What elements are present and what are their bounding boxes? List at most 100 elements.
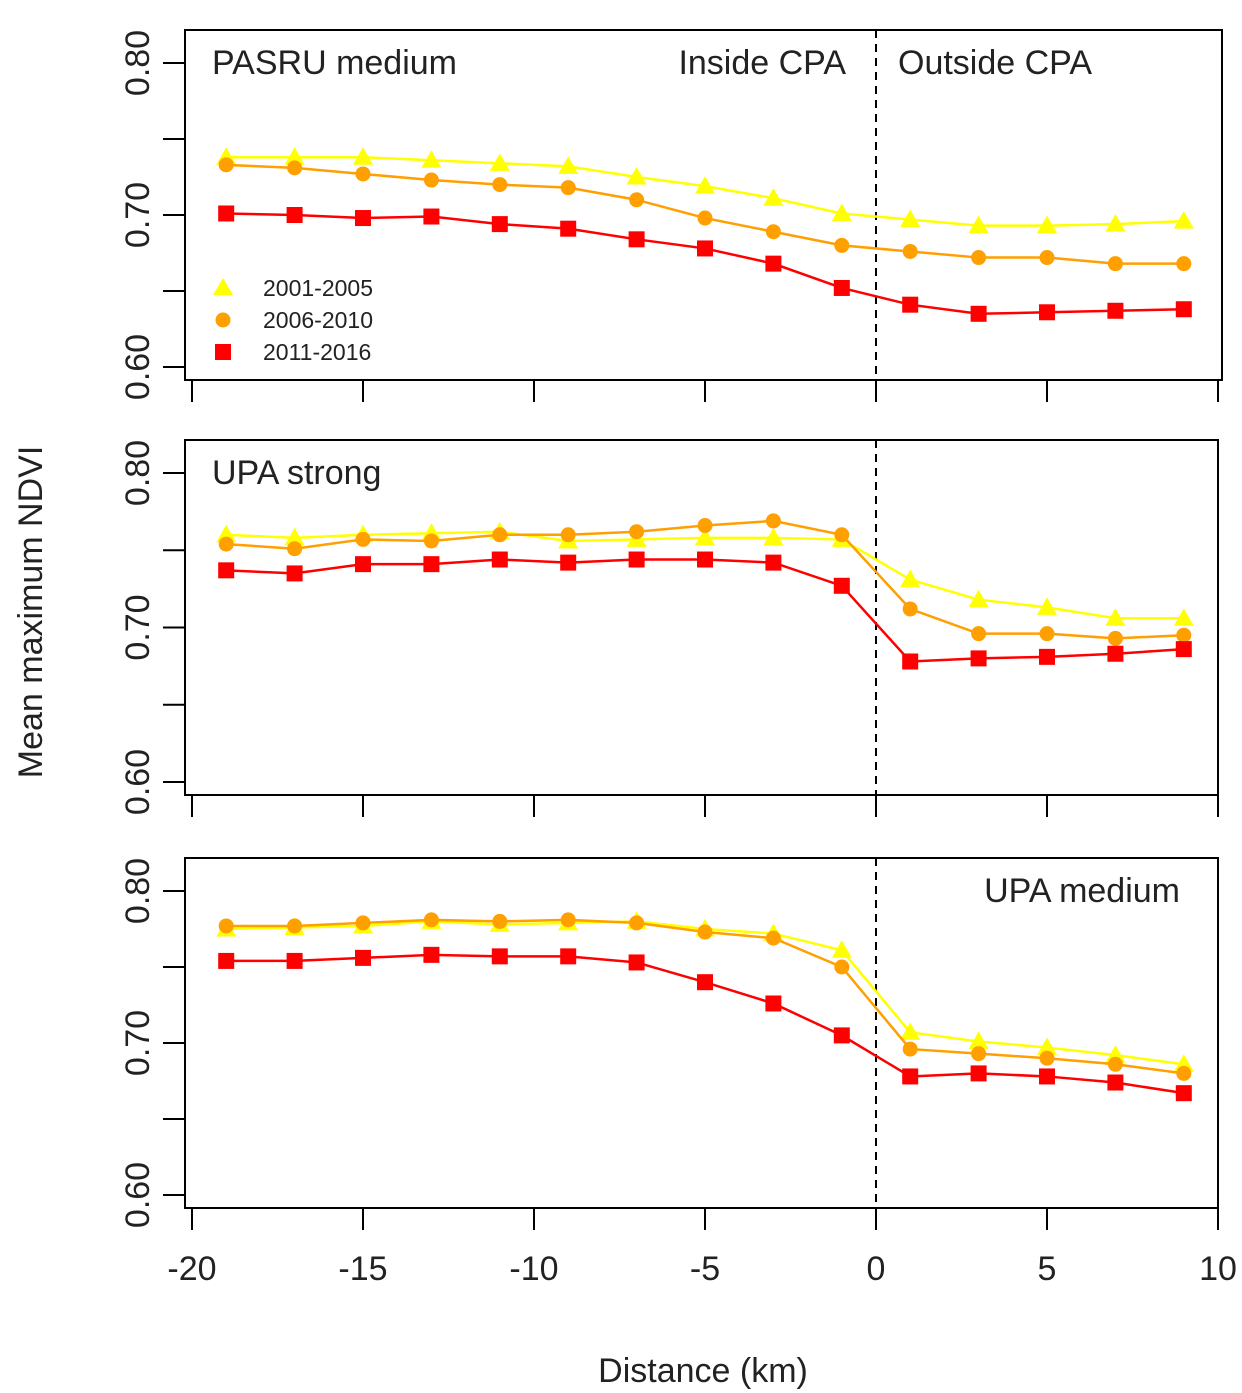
data-point-2011-2016: [423, 208, 440, 225]
data-point-2006-2010: [971, 1046, 987, 1062]
data-point-2006-2010: [287, 541, 303, 557]
data-point-2011-2016: [560, 220, 577, 237]
data-point-2001-2005: [216, 524, 237, 543]
series-line-2001-2005: [226, 920, 1184, 1066]
legend-entry: 2011-2016: [263, 339, 371, 365]
data-point-2011-2016: [491, 551, 508, 568]
data-point-2006-2010: [1039, 626, 1055, 642]
data-point-2001-2005: [695, 176, 715, 194]
data-point-2006-2010: [1176, 627, 1192, 643]
y-axis-title: Mean maximum NDVI: [12, 446, 50, 779]
data-point-2006-2010: [423, 172, 439, 188]
data-point-2011-2016: [1107, 1074, 1124, 1091]
data-point-2011-2016: [902, 296, 919, 313]
data-point-2011-2016: [355, 949, 371, 966]
y-tick-label: 0.80: [119, 30, 157, 96]
data-point-2001-2005: [831, 203, 852, 221]
data-point-2006-2010: [834, 959, 850, 975]
data-point-2001-2005: [1037, 597, 1057, 615]
data-point-2006-2010: [629, 915, 645, 931]
data-point-2011-2016: [833, 577, 850, 594]
data-point-2006-2010: [697, 210, 713, 226]
data-point-2011-2016: [833, 1027, 850, 1044]
panel-label: UPA medium: [984, 872, 1180, 910]
data-point-2006-2010: [355, 915, 371, 931]
data-point-2001-2005: [626, 167, 647, 185]
legend-marker-square: [215, 344, 231, 360]
panel-label: PASRU medium: [212, 44, 457, 82]
data-point-2011-2016: [1107, 645, 1124, 662]
data-point-2011-2016: [1039, 1068, 1055, 1085]
x-tick-label: -5: [690, 1250, 720, 1288]
plot-frame: [184, 29, 1223, 381]
data-point-2006-2010: [1107, 256, 1123, 272]
data-point-2001-2005: [763, 527, 784, 546]
panel-2: 0.60 0.70 0.80 UPA strong: [119, 439, 1219, 817]
data-point-2011-2016: [970, 1065, 987, 1082]
data-point-2006-2010: [1107, 630, 1123, 646]
data-point-2006-2010: [629, 524, 645, 540]
data-point-2001-2005: [900, 209, 921, 228]
data-point-2011-2016: [902, 1068, 919, 1085]
y-tick-label: 0.80: [119, 440, 157, 506]
y-tick-label: 0.60: [119, 1162, 157, 1228]
data-point-2001-2005: [695, 527, 715, 546]
panel-3: 0.60 0.70 0.80 -20 -15 -10 -5 0 5 10 UPA medium: [119, 857, 1237, 1288]
data-point-2006-2010: [287, 918, 303, 934]
data-point-2011-2016: [1039, 304, 1055, 321]
data-point-2006-2010: [765, 513, 781, 529]
data-point-2001-2005: [1037, 215, 1057, 234]
data-point-2011-2016: [833, 279, 850, 296]
legend-marker-triangle: [213, 278, 233, 295]
x-tick-label: -20: [167, 1250, 216, 1288]
y-tick-label: 0.60: [119, 334, 157, 400]
data-point-2011-2016: [218, 562, 235, 579]
data-point-2006-2010: [423, 533, 439, 549]
plot-frame: [184, 857, 1219, 1209]
data-point-2011-2016: [491, 216, 508, 233]
data-point-2011-2016: [1175, 1085, 1192, 1102]
data-point-2001-2005: [900, 569, 921, 588]
data-point-2011-2016: [1175, 301, 1192, 318]
data-point-2011-2016: [218, 952, 235, 969]
data-point-2011-2016: [286, 207, 303, 223]
data-point-2006-2010: [1176, 256, 1192, 272]
x-tick-label: -15: [338, 1250, 387, 1288]
data-point-2011-2016: [697, 551, 713, 568]
data-point-2011-2016: [628, 954, 645, 971]
data-point-2006-2010: [697, 924, 713, 940]
data-point-2001-2005: [489, 153, 510, 171]
x-tick-label: 5: [1038, 1250, 1057, 1288]
data-point-2011-2016: [765, 995, 782, 1012]
legend-entry: 2001-2005: [263, 275, 373, 301]
data-point-2006-2010: [1039, 250, 1055, 266]
data-point-2006-2010: [560, 180, 576, 196]
data-point-2001-2005: [900, 1022, 921, 1040]
data-point-2006-2010: [218, 536, 234, 552]
data-point-2006-2010: [218, 157, 234, 173]
panels-group: 0.60 0.70 0.80 PASRU medium Inside CPA Outsid…: [119, 29, 1237, 1288]
data-point-2001-2005: [1173, 608, 1194, 626]
data-point-2011-2016: [902, 653, 919, 670]
data-point-2006-2010: [492, 913, 508, 929]
data-point-2001-2005: [558, 156, 579, 174]
data-point-2001-2005: [284, 527, 305, 546]
data-point-2001-2005: [1105, 1045, 1126, 1063]
data-point-2006-2010: [560, 527, 576, 543]
data-point-2011-2016: [560, 554, 577, 571]
data-point-2011-2016: [286, 565, 303, 582]
data-point-2001-2005: [1173, 1054, 1194, 1072]
x-tick-label: 0: [867, 1250, 886, 1288]
inside-cpa-label: Inside CPA: [678, 44, 846, 82]
data-point-2011-2016: [423, 946, 440, 963]
outside-cpa-label: Outside CPA: [898, 44, 1092, 82]
y-tick-label: 0.80: [119, 858, 157, 924]
panel-label: UPA strong: [212, 454, 381, 492]
data-point-2011-2016: [765, 255, 782, 272]
data-point-2001-2005: [1105, 608, 1126, 626]
y-tick-label: 0.70: [119, 182, 157, 248]
data-point-2006-2010: [834, 527, 850, 543]
y-tick-label: 0.70: [119, 594, 157, 660]
data-point-2001-2005: [968, 1031, 989, 1049]
data-point-2006-2010: [902, 1041, 918, 1057]
